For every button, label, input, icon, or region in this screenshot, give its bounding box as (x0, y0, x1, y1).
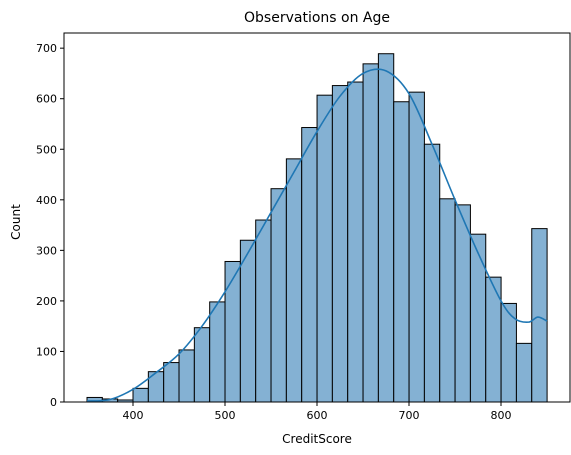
histogram-bar (255, 219, 272, 403)
chart-title: Observations on Age (244, 10, 390, 26)
histogram-bar (423, 143, 441, 403)
y-tick-label: 400 (36, 194, 57, 207)
histogram-bar (393, 101, 410, 403)
kde-curve (86, 68, 548, 402)
histogram-bar (132, 387, 149, 403)
histogram-bar (362, 63, 379, 403)
histogram-bar (408, 91, 425, 403)
histogram-bar (193, 327, 211, 403)
histogram-bar (469, 233, 487, 403)
histogram-bar (454, 204, 471, 403)
y-tick-label: 300 (36, 244, 57, 257)
histogram-bar (178, 349, 195, 403)
histogram-bar (163, 362, 180, 403)
y-tick-label: 200 (36, 295, 57, 308)
x-tick-label: 500 (215, 409, 236, 422)
y-tick-label: 0 (50, 396, 57, 409)
y-tick-label: 500 (36, 143, 57, 156)
histogram-bar (439, 198, 456, 403)
histogram-bar (531, 228, 548, 403)
histogram-bar (224, 260, 241, 403)
histogram-bar (239, 239, 257, 403)
histogram-bar (347, 81, 364, 403)
histogram-bar (316, 94, 333, 403)
histogram-bar (301, 127, 318, 403)
x-tick-label: 800 (491, 409, 512, 422)
x-axis-label: CreditScore (282, 432, 352, 446)
y-axis-label: Count (9, 204, 23, 240)
histogram-bar (377, 53, 395, 403)
x-tick-label: 600 (307, 409, 328, 422)
axes-group: 400 500 600 700 800 0 100 200 300 400 500 600 700 (36, 32, 571, 422)
x-tick-label: 400 (123, 409, 144, 422)
x-tick-label: 700 (399, 409, 420, 422)
y-tick-label: 700 (36, 42, 57, 55)
histogram-bar (209, 301, 226, 403)
y-tick-label: 100 (36, 345, 57, 358)
y-tick-label: 600 (36, 93, 57, 106)
histogram-bar (270, 188, 287, 403)
histogram-bar (331, 85, 349, 403)
histogram-bar (515, 342, 533, 403)
bars-group (86, 53, 548, 403)
histogram-bar (285, 158, 303, 403)
